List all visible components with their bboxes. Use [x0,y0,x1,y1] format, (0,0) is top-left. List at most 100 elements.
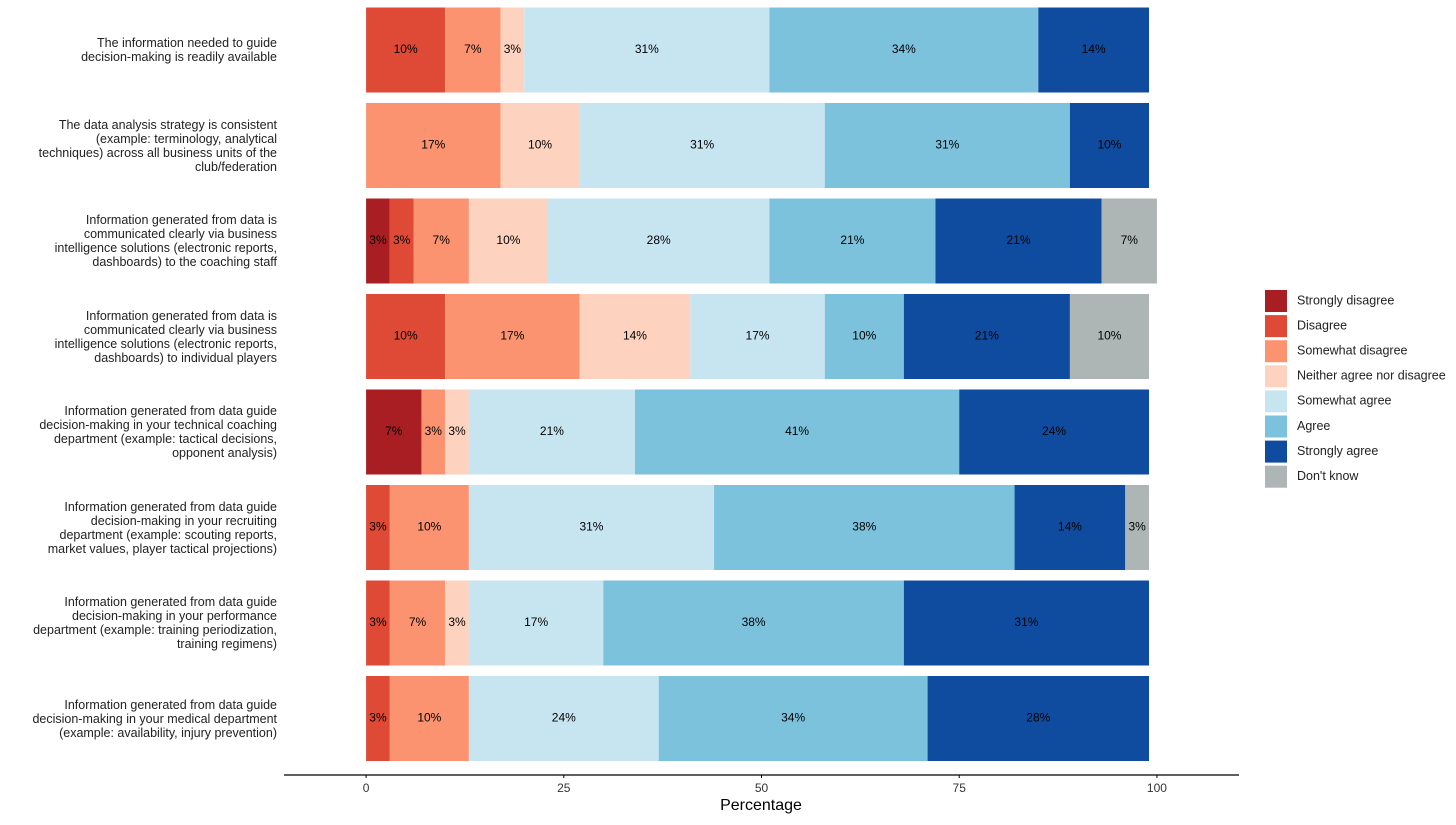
data-label: 7% [464,42,482,56]
legend-swatch [1265,365,1287,388]
bar-segment [690,294,825,379]
data-label: 41% [785,424,809,438]
bar-segment [1038,7,1150,93]
bar-segment [824,294,904,379]
data-label: 14% [623,329,647,343]
bar-segment [1014,485,1126,570]
x-tick-label: 75 [953,781,967,795]
data-label: 24% [552,711,576,725]
bar-segment [935,198,1102,284]
data-label: 7% [385,424,403,438]
legend-swatch [1265,415,1287,438]
category-label: Information generated from data guide de… [32,697,277,740]
bar-segment [389,485,469,570]
bar-segment [366,198,390,284]
data-label: 3% [425,424,443,438]
bar-segment [824,103,1070,188]
data-label: 17% [524,615,548,629]
bar-segment [445,7,501,93]
category-label: Information generated from data is commu… [54,308,277,365]
data-label: 10% [852,329,876,343]
data-label: 28% [647,233,671,247]
bar-segment [389,676,469,761]
bar-segment [366,103,501,188]
data-label: 17% [421,138,445,152]
data-label: 3% [1128,520,1146,534]
bar-segment [468,676,659,761]
data-label: 21% [840,233,864,247]
data-label: 24% [1042,424,1066,438]
bar-segment [468,198,548,284]
bar-segment [579,294,691,379]
data-label: 7% [433,233,451,247]
bar-segment [500,103,580,188]
data-label: 21% [540,424,564,438]
data-label: 21% [975,329,999,343]
data-label: 31% [579,520,603,534]
category-label: Information generated from data guide de… [33,595,277,651]
bar-segment [366,294,446,379]
bar-segment [603,580,904,666]
data-label: 7% [1121,233,1139,247]
bar-segment [769,7,1039,93]
bar-segment [413,198,469,284]
legend-label: Somewhat disagree [1297,343,1408,357]
legend-swatch [1265,340,1287,363]
data-label: 7% [409,615,427,629]
data-label: 3% [448,424,466,438]
bar-segment [658,676,928,761]
legend-label: Strongly agree [1297,444,1378,458]
data-label: 3% [369,233,387,247]
data-label: 3% [369,520,387,534]
category-label: The information needed to guide decision… [81,36,277,64]
data-label: 31% [690,138,714,152]
data-label: 14% [1082,42,1106,56]
data-label: 17% [500,329,524,343]
data-label: 3% [369,711,387,725]
legend-label: Agree [1297,419,1330,433]
category-label: Information generated from data is commu… [54,213,277,269]
bar-segment [468,580,604,666]
bar-segment [769,198,936,284]
data-label: 31% [1014,615,1038,629]
legend-label: Neither agree nor disagree [1297,369,1446,383]
bar-segment [959,389,1150,475]
bar-segment [445,580,469,666]
data-label: 14% [1058,520,1082,534]
data-label: 10% [394,42,418,56]
x-tick-label: 0 [363,781,370,795]
bar-segment [366,676,390,761]
bar-segment [634,389,960,475]
legend-label: Don't know [1297,469,1359,483]
data-label: 17% [746,329,770,343]
legend-swatch [1265,465,1287,488]
bar-segment [1069,103,1150,188]
bar-segment [903,294,1070,379]
data-label: 10% [417,520,441,534]
bar-segment [579,103,825,188]
legend-label: Somewhat agree [1297,394,1392,408]
category-label: Information generated from data guide de… [47,499,277,556]
bar-segment [1101,198,1157,284]
bar-segment [366,389,422,475]
bar-segment [389,198,414,284]
data-label: 10% [394,329,418,343]
category-label: The data analysis strategy is consistent… [38,117,277,174]
legend-label: Strongly disagree [1297,293,1394,307]
bar-segment [389,580,446,666]
bar-segment [547,198,770,284]
legend-swatch [1265,440,1287,463]
bar-segment [366,7,446,93]
x-axis-title: Percentage [720,797,802,814]
bar-segment [366,485,390,570]
bar-segment [524,7,770,93]
legend-label: Disagree [1297,318,1347,332]
data-label: 3% [448,615,466,629]
bar-segment [445,389,469,475]
data-label: 34% [892,42,916,56]
data-label: 3% [504,42,522,56]
legend-swatch [1265,290,1287,312]
bar-segment [1125,485,1150,570]
